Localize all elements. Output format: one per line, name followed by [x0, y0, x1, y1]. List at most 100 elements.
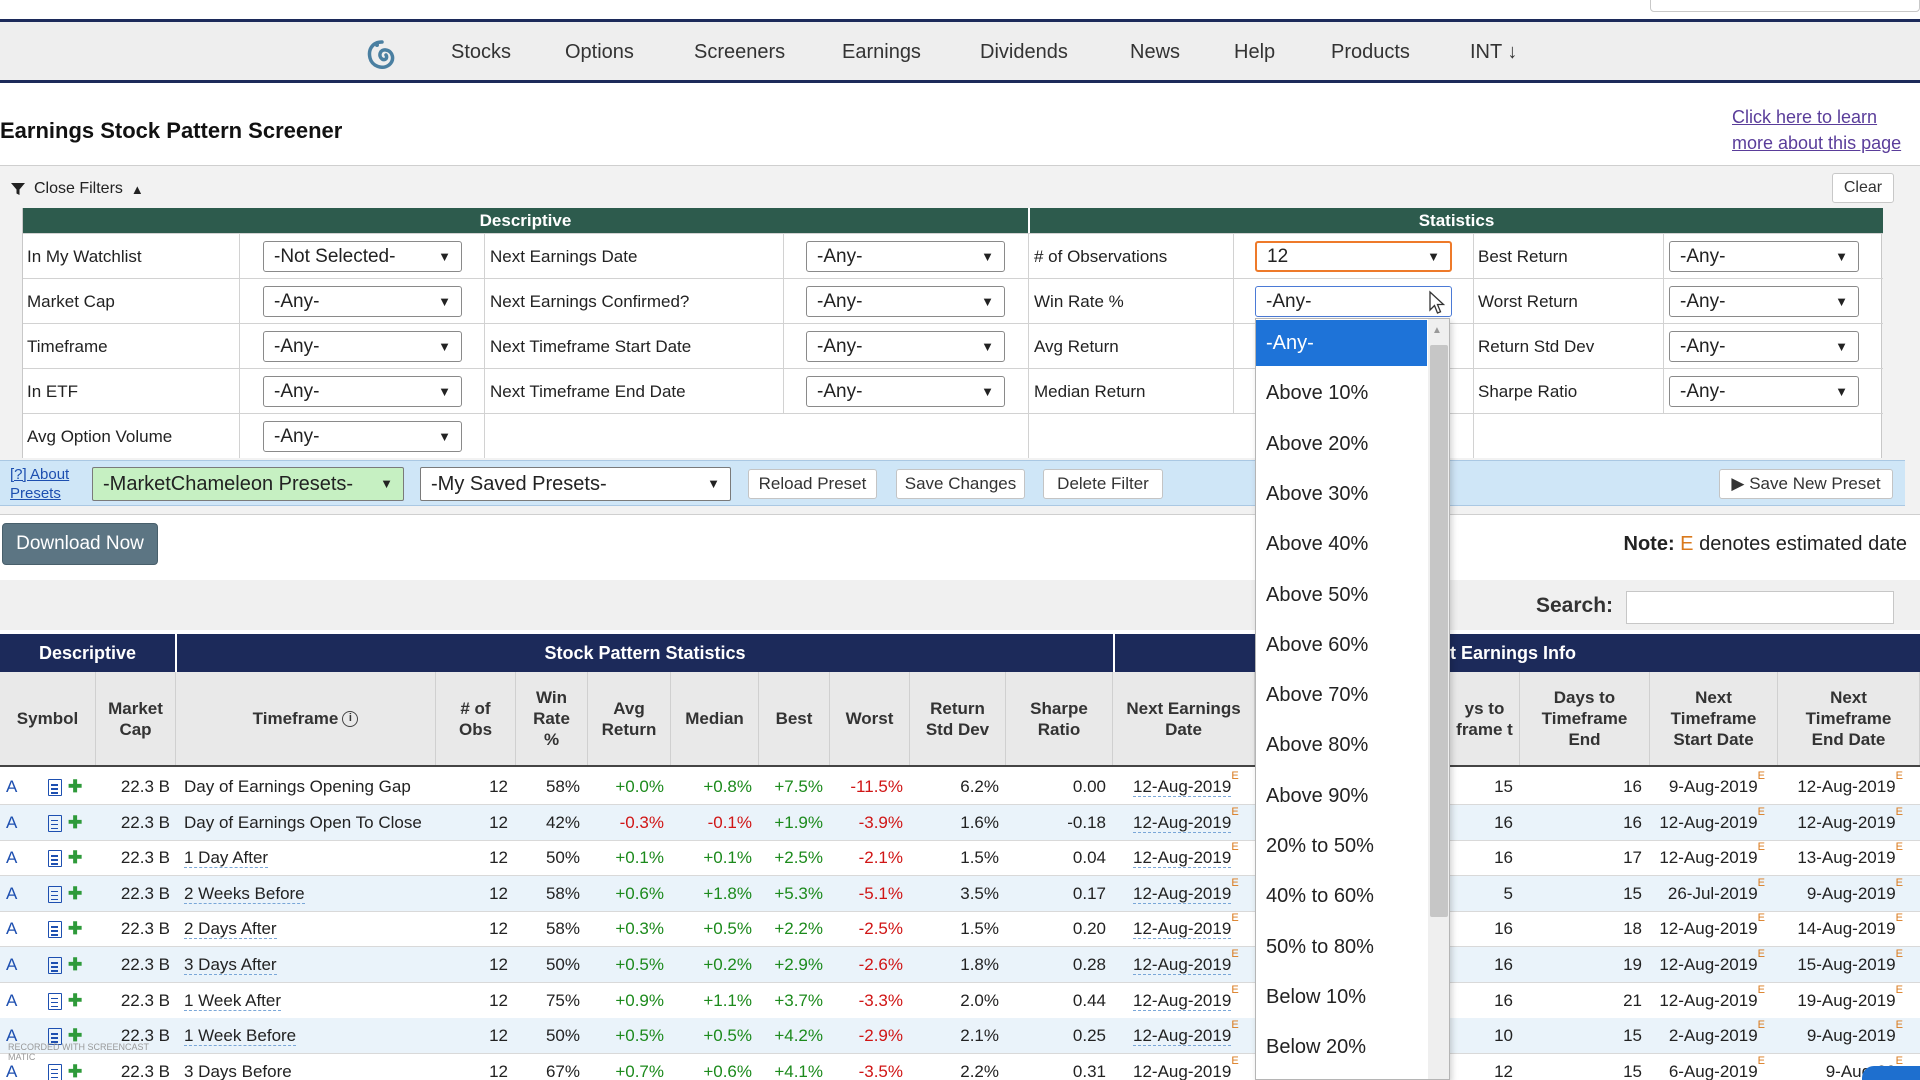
my-saved-presets-select[interactable]: -My Saved Presets- ▼ [420, 467, 731, 501]
dropdown-option[interactable]: Above 60% [1266, 633, 1369, 656]
document-icon[interactable] [48, 850, 62, 868]
next-timeframe-start-select[interactable]: -Any- ▼ [806, 331, 1005, 362]
dropdown-option[interactable]: 40% to 60% [1266, 885, 1374, 908]
in-etf-select[interactable]: -Any- ▼ [263, 376, 462, 407]
dropdown-scrollbar-thumb[interactable] [1430, 345, 1448, 917]
cell-tf[interactable]: Day of Earnings Open To Close [184, 812, 422, 832]
close-filters-toggle[interactable]: Close Filters ▲ [10, 180, 144, 198]
save-changes-button[interactable]: Save Changes [896, 469, 1025, 499]
th-avg-return[interactable]: Avg Return [588, 672, 671, 765]
dropdown-option[interactable]: Above 40% [1266, 533, 1369, 556]
nav-news[interactable]: News [1130, 41, 1181, 63]
th-return-std-dev[interactable]: Return Std Dev [910, 672, 1006, 765]
add-to-watchlist-icon[interactable]: ✚ [68, 777, 83, 796]
th-timeframe[interactable]: Timeframe i [176, 672, 436, 765]
nav-int[interactable]: INT ↓ [1470, 41, 1518, 63]
th-sharpe-ratio[interactable]: Sharpe Ratio [1006, 672, 1113, 765]
save-new-preset-button[interactable]: ▶ Save New Preset [1719, 469, 1893, 499]
symbol-link[interactable]: A [6, 955, 18, 974]
dropdown-option[interactable]: Above 80% [1266, 734, 1369, 757]
top-search-input[interactable] [1650, 0, 1920, 12]
add-to-watchlist-icon[interactable]: ✚ [68, 919, 83, 939]
dropdown-option[interactable]: 20% to 50% [1266, 835, 1374, 857]
win-rate-dropdown-list[interactable]: -Any- Above 10% Above 20% Above 30% Above 40… [1255, 318, 1450, 1080]
cell-tf[interactable]: 3 Days After [184, 955, 277, 975]
download-now-button[interactable]: Download Now [2, 523, 158, 565]
th-next-timeframe-end[interactable]: Next Timeframe End Date [1778, 672, 1920, 765]
nav-dividends[interactable]: Dividends [980, 41, 1068, 63]
symbol-link[interactable]: A [6, 1026, 18, 1046]
th-worst[interactable]: Worst [830, 672, 910, 765]
cell-tf[interactable]: Day of Earnings Opening Gap [184, 777, 411, 796]
symbol-link[interactable]: A [6, 919, 18, 939]
dropdown-option[interactable]: Below 20% [1266, 1036, 1367, 1059]
cell-tf[interactable]: 2 Weeks Before [184, 883, 305, 904]
dropdown-option[interactable]: Above 50% [1266, 583, 1369, 606]
add-to-watchlist-icon[interactable]: ✚ [68, 848, 83, 868]
cell-tf[interactable]: 1 Week Before [184, 1026, 297, 1047]
add-to-watchlist-icon[interactable]: ✚ [68, 883, 83, 903]
document-icon[interactable] [48, 992, 62, 1010]
return-std-dev-select[interactable]: -Any- ▼ [1669, 331, 1859, 362]
cell-tf[interactable]: 3 Days Before [184, 1061, 292, 1080]
delete-filter-button[interactable]: Delete Filter [1043, 469, 1163, 499]
next-earnings-date-select[interactable]: -Any- ▼ [806, 241, 1005, 272]
worst-return-select[interactable]: -Any- ▼ [1669, 286, 1859, 317]
symbol-link[interactable]: A [6, 848, 18, 868]
dropdown-option[interactable]: Above 10% [1266, 382, 1369, 405]
th-symbol[interactable]: Symbol [0, 672, 96, 765]
dropdown-option[interactable]: Above 30% [1266, 482, 1369, 505]
document-icon[interactable] [48, 1063, 62, 1080]
th-next-earnings-date[interactable]: Next Earnings Date [1113, 672, 1255, 765]
cell-tf[interactable]: 1 Week After [184, 990, 282, 1011]
symbol-link[interactable]: A [6, 812, 18, 832]
nav-options[interactable]: Options [565, 41, 634, 63]
symbol-link[interactable]: A [6, 777, 18, 796]
nav-help[interactable]: Help [1234, 41, 1276, 63]
document-icon[interactable] [48, 1028, 62, 1046]
th-market-cap[interactable]: Market Cap [96, 672, 176, 765]
learn-more-link[interactable]: Click here to learn more about this page [1732, 107, 1902, 153]
marketchameleon-presets-select[interactable]: -MarketChameleon Presets- ▼ [92, 467, 404, 501]
reload-preset-button[interactable]: Reload Preset [748, 469, 877, 499]
win-rate-select[interactable]: -Any- [1255, 286, 1452, 317]
cell-tf[interactable]: 1 Day After [184, 848, 269, 869]
nav-screeners[interactable]: Screeners [694, 41, 786, 63]
watchlist-select[interactable]: -Not Selected- ▼ [263, 241, 462, 272]
add-to-watchlist-icon[interactable]: ✚ [68, 812, 83, 832]
dropdown-option[interactable]: Above 90% [1266, 784, 1369, 807]
timeframe-select[interactable]: -Any- ▼ [263, 331, 462, 362]
th-best[interactable]: Best [759, 672, 830, 765]
clear-button[interactable]: Clear [1832, 173, 1894, 203]
document-icon[interactable] [48, 921, 62, 939]
add-to-watchlist-icon[interactable]: ✚ [68, 1026, 83, 1046]
symbol-link[interactable]: A [6, 883, 18, 903]
nav-stocks[interactable]: Stocks [451, 41, 512, 63]
symbol-link[interactable]: A [6, 990, 18, 1010]
dropdown-option[interactable]: Above 70% [1266, 684, 1369, 707]
market-cap-select[interactable]: -Any- ▼ [263, 286, 462, 317]
cell-tf[interactable]: 2 Days After [184, 919, 277, 940]
th-next-timeframe-start[interactable]: Next Timeframe Start Date [1650, 672, 1778, 765]
th-median[interactable]: Median [671, 672, 759, 765]
symbol-link[interactable]: A [6, 1061, 18, 1080]
add-to-watchlist-icon[interactable]: ✚ [68, 955, 83, 974]
about-presets-link[interactable]: [?] About Presets [10, 466, 70, 502]
observations-select[interactable]: 12 ▼ [1255, 241, 1452, 272]
chameleon-logo-icon[interactable] [362, 36, 402, 76]
sharpe-ratio-select[interactable]: -Any- ▼ [1669, 376, 1859, 407]
add-to-watchlist-icon[interactable]: ✚ [68, 1061, 83, 1080]
th-days-to-timeframe-start[interactable]: ys to frame t [1450, 672, 1520, 765]
dropdown-option[interactable]: -Any- [1256, 320, 1427, 366]
th-days-to-timeframe-end[interactable]: Days to Timeframe End [1520, 672, 1650, 765]
document-icon[interactable] [48, 885, 62, 903]
earnings-confirmed-select[interactable]: -Any- ▼ [806, 286, 1005, 317]
add-to-watchlist-icon[interactable]: ✚ [68, 990, 83, 1010]
next-timeframe-end-select[interactable]: -Any- ▼ [806, 376, 1005, 407]
document-icon[interactable] [48, 814, 62, 832]
search-input[interactable] [1626, 591, 1894, 624]
dropdown-option[interactable]: 50% to 80% [1266, 935, 1374, 958]
best-return-select[interactable]: -Any- ▼ [1669, 241, 1859, 272]
dropdown-option[interactable]: Above 20% [1266, 432, 1369, 455]
th-obs[interactable]: # of Obs [436, 672, 516, 765]
